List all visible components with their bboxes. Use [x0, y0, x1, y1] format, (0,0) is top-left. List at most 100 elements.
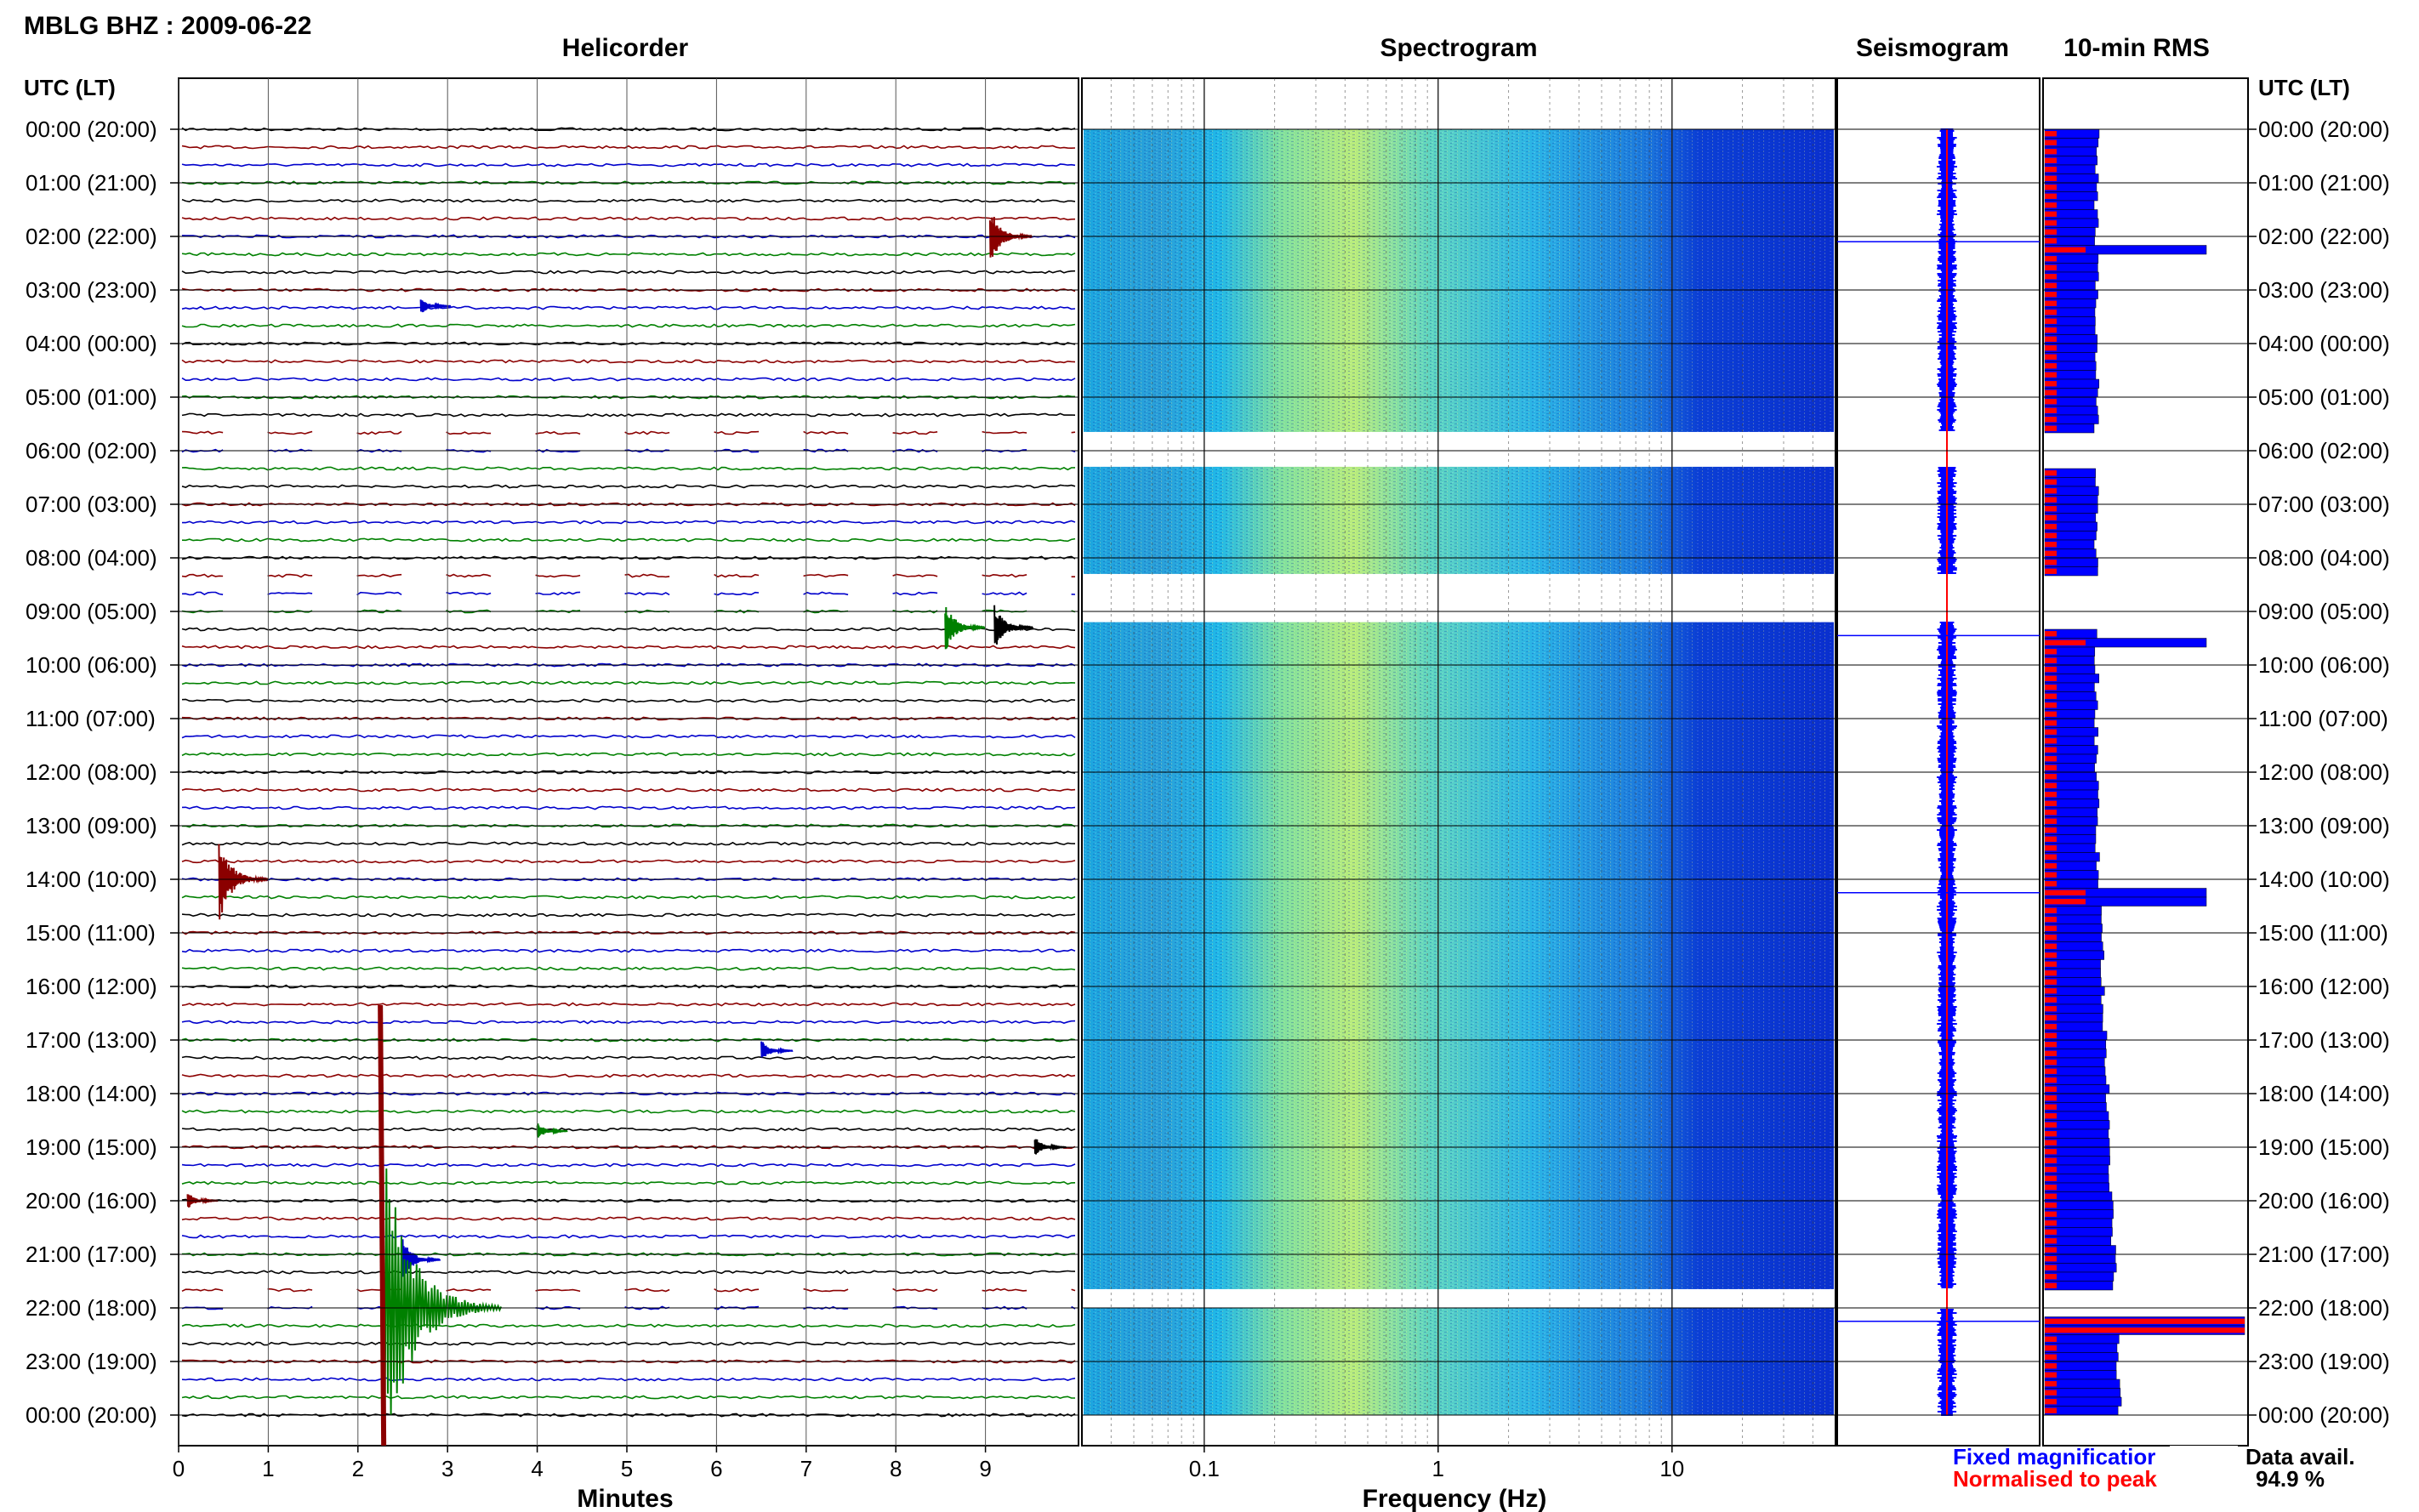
- rms-normalised-bar: [2045, 185, 2057, 190]
- minutes-axis-title: Minutes: [577, 1485, 673, 1512]
- rms-normalised-bar: [2045, 925, 2057, 931]
- hour-label-left: 16:00 (12:00): [26, 974, 157, 999]
- rms-normalised-bar: [2045, 1345, 2057, 1351]
- rms-normalised-bar: [2045, 264, 2057, 270]
- rms-normalised-bar: [2045, 693, 2057, 699]
- hour-label-right: 09:00 (05:00): [2258, 599, 2390, 624]
- rms-normalised-bar: [2045, 407, 2057, 413]
- rms-normalised-bar: [2045, 202, 2057, 208]
- hour-label-right: 22:00 (18:00): [2258, 1295, 2390, 1321]
- rms-normalised-bar: [2045, 774, 2057, 780]
- helicorder-trace: [181, 1270, 1076, 1275]
- helicorder-trace: [181, 145, 1076, 150]
- helicorder-trace: [181, 966, 1076, 971]
- rms-normalised-bar: [2045, 488, 2057, 494]
- helicorder-frame: [178, 77, 1079, 1447]
- helicorder-trace: [181, 877, 1076, 882]
- rms-normalised-bar: [2045, 720, 2057, 726]
- rms-normalised-bar: [2045, 729, 2057, 735]
- hour-label-left: 09:00 (05:00): [26, 599, 157, 624]
- rms-normalised-bar: [2045, 675, 2057, 681]
- utc-label-left: UTC (LT): [24, 75, 116, 100]
- rms-normalised-bar: [2045, 979, 2057, 985]
- rms-normalised-bar: [2045, 935, 2057, 941]
- rms-normalised-bar: [2045, 417, 2057, 423]
- rms-normalised-bar: [2045, 827, 2057, 833]
- helicorder-trace: [181, 198, 1076, 203]
- hour-label-right: 02:00 (22:00): [2258, 224, 2390, 249]
- helicorder-trace: [181, 162, 1076, 168]
- rms-normalised-bar: [2045, 1381, 2057, 1387]
- hour-label-left: 00:00 (20:00): [26, 117, 157, 142]
- helicorder-event: [760, 1041, 794, 1058]
- rms-normalised-bar: [2045, 792, 2057, 798]
- utc-label-right: UTC (LT): [2258, 75, 2350, 100]
- minutes-tick-label: 3: [441, 1456, 453, 1481]
- helicorder-trace: [181, 270, 1076, 275]
- rms-normalised-bar: [2045, 1327, 2245, 1333]
- rms-normalised-bar: [2045, 1024, 2057, 1030]
- rms-normalised-bar: [2045, 1104, 2057, 1110]
- helicorder-event: [401, 1239, 441, 1277]
- hour-label-left: 23:00 (19:00): [26, 1349, 157, 1374]
- rms-normalised-bar: [2045, 1175, 2057, 1181]
- helicorder-trace: [181, 1341, 1076, 1346]
- rms-normalised-bar: [2045, 1149, 2057, 1155]
- hour-label-right: 12:00 (08:00): [2258, 759, 2390, 785]
- hour-label-right: 15:00 (11:00): [2258, 920, 2388, 946]
- minutes-tick-label: 7: [800, 1456, 812, 1481]
- hour-label-left: 20:00 (16:00): [26, 1188, 157, 1214]
- rms-normalised-bar: [2045, 1274, 2057, 1280]
- rms-normalised-bar: [2045, 1193, 2057, 1199]
- hour-label-right: 00:00 (20:00): [2258, 117, 2390, 142]
- rms-normalised-bar: [2045, 282, 2057, 288]
- rms-normalised-bar: [2045, 756, 2057, 762]
- helicorder-trace: [181, 752, 1076, 757]
- legend-fixed: Fixed magnificatior: [1953, 1444, 2155, 1469]
- rms-normalised-bar: [2045, 532, 2057, 538]
- helicorder-event: [944, 606, 986, 650]
- helicorder-trace: [182, 520, 1076, 525]
- hour-label-left: 11:00 (07:00): [26, 706, 156, 731]
- rms-normalised-bar: [2045, 399, 2057, 405]
- helicorder-trace: [181, 573, 1075, 578]
- rms-normalised-bar: [2045, 550, 2057, 556]
- helicorder-trace: [181, 359, 1076, 364]
- rms-normalised-bar: [2045, 782, 2057, 788]
- rms-normalised-bar: [2045, 1202, 2057, 1208]
- rms-title: 10-min RMS: [2063, 34, 2210, 62]
- rms-normalised-bar: [2045, 560, 2057, 566]
- hour-label-left: 00:00 (20:00): [26, 1402, 157, 1428]
- helicorder-trace: [181, 1162, 1076, 1168]
- rms-normalised-bar: [2045, 354, 2057, 360]
- hour-label-left: 13:00 (09:00): [26, 813, 157, 838]
- helicorder-trace: [181, 1073, 1076, 1078]
- helicorder-trace: [181, 412, 1076, 418]
- rms-normalised-bar: [2045, 1229, 2057, 1235]
- helicorder-trace: [181, 912, 1076, 918]
- spectrogram-panel: [1081, 77, 1836, 1447]
- rms-normalised-bar: [2045, 1372, 2057, 1378]
- rms-normalised-bar: [2045, 1050, 2057, 1056]
- rms-normalised-bar: [2045, 497, 2057, 503]
- rms-normalised-bar: [2045, 952, 2057, 958]
- hour-label-right: 04:00 (00:00): [2258, 331, 2390, 356]
- helicorder-trace: [181, 1377, 1076, 1382]
- rms-normalised-bar: [2045, 818, 2057, 824]
- hour-label-left: 14:00 (10:00): [26, 867, 157, 892]
- helicorder-panel: [178, 77, 1079, 1447]
- rms-normalised-bar: [2045, 229, 2057, 235]
- rms-normalised-bar: [2045, 1282, 2057, 1288]
- seismogram-panel: [1836, 77, 2040, 1447]
- rms-normalised-bar: [2045, 1256, 2057, 1262]
- helicorder-trace: [181, 1234, 1076, 1239]
- hour-label-right: 01:00 (21:00): [2258, 170, 2390, 196]
- rms-normalised-bar: [2045, 1140, 2057, 1145]
- helicorder-trace: [181, 627, 1076, 632]
- rms-normalised-bar: [2045, 917, 2057, 923]
- rms-normalised-bar: [2045, 1185, 2057, 1191]
- rms-normalised-bar: [2045, 631, 2057, 637]
- helicorder-trace: [181, 1145, 1076, 1150]
- rms-normalised-bar: [2045, 363, 2057, 369]
- rms-normalised-bar: [2045, 1363, 2057, 1369]
